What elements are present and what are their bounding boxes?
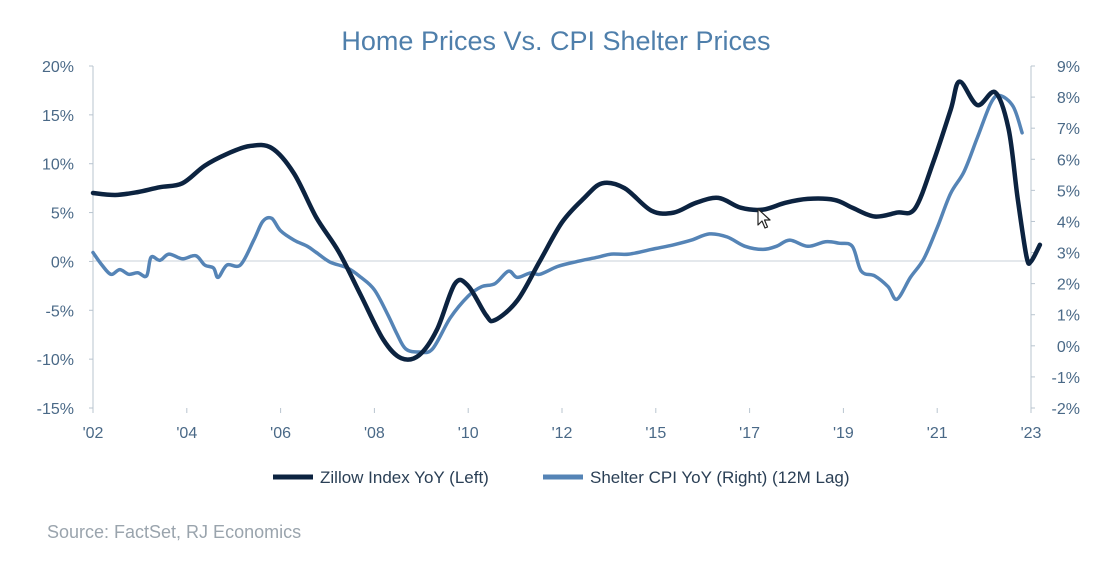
x-tick-label: '23	[1021, 425, 1042, 442]
legend-item-zillow: Zillow Index YoY (Left)	[273, 468, 489, 487]
right-tick-label: -2%	[1052, 401, 1080, 418]
x-tick-label: '08	[364, 425, 385, 442]
x-axis-ticks: '02 '04 '06 '08 '10 '12 '15 '17 '19 '21 '23	[83, 408, 1042, 442]
legend-label-shelter: Shelter CPI YoY (Right) (12M Lag)	[590, 468, 850, 487]
right-tick-label: 8%	[1057, 90, 1080, 107]
x-tick-label: '04	[176, 425, 197, 442]
x-tick-label: '21	[927, 425, 948, 442]
right-tick-label: 3%	[1057, 246, 1080, 263]
right-tick-label: 5%	[1057, 183, 1080, 200]
x-tick-label: '15	[645, 425, 666, 442]
legend-item-shelter: Shelter CPI YoY (Right) (12M Lag)	[543, 468, 850, 487]
shelter-series-line	[91, 93, 1024, 355]
left-tick-label: -10%	[37, 352, 74, 369]
left-tick-label: -15%	[37, 401, 74, 418]
chart-title: Home Prices Vs. CPI Shelter Prices	[341, 26, 770, 56]
x-tick-label: '17	[739, 425, 760, 442]
series-lines	[90, 79, 1043, 362]
right-tick-label: 2%	[1057, 277, 1080, 294]
left-axis-ticks: 20% 15% 10% 5% 0% -5% -10% -15%	[37, 59, 93, 418]
right-tick-label: 1%	[1057, 308, 1080, 325]
left-tick-label: 0%	[51, 254, 74, 271]
left-tick-label: 5%	[51, 206, 74, 223]
plot-area: '02 '04 '06 '08 '10 '12 '15 '17 '19 '21 '23 20% 15%…	[37, 59, 1080, 442]
right-axis-ticks: 9% 8% 7% 6% 5% 4% 3% 2% 1% 0% -1% -2%	[1031, 59, 1080, 418]
legend: Zillow Index YoY (Left) Shelter CPI YoY …	[273, 468, 850, 487]
left-tick-label: -5%	[46, 303, 74, 320]
left-tick-label: 15%	[42, 108, 74, 125]
legend-label-zillow: Zillow Index YoY (Left)	[320, 468, 489, 487]
source-note: Source: FactSet, RJ Economics	[47, 522, 301, 542]
zillow-series-line	[90, 79, 1043, 362]
mouse-cursor-icon	[757, 208, 771, 229]
right-tick-label: -1%	[1052, 370, 1080, 387]
left-tick-label: 20%	[42, 59, 74, 76]
right-tick-label: 7%	[1057, 121, 1080, 138]
right-tick-label: 9%	[1057, 59, 1080, 76]
x-tick-label: '02	[83, 425, 104, 442]
right-tick-label: 0%	[1057, 339, 1080, 356]
x-tick-label: '19	[833, 425, 854, 442]
x-tick-label: '12	[552, 425, 573, 442]
right-tick-label: 4%	[1057, 214, 1080, 231]
x-tick-label: '06	[270, 425, 291, 442]
left-tick-label: 10%	[42, 157, 74, 174]
x-tick-label: '10	[458, 425, 479, 442]
right-tick-label: 6%	[1057, 152, 1080, 169]
